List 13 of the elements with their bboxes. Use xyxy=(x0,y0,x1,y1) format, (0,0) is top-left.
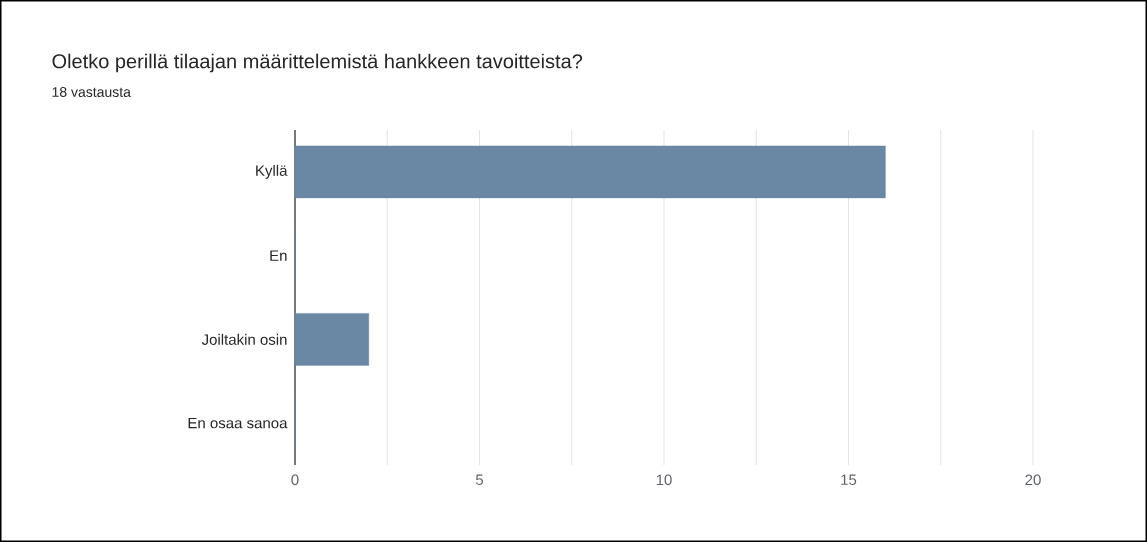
chart-title: Oletko perillä tilaajan määrittelemistä hankkeen tavoitteista? xyxy=(52,53,583,73)
x-tick-label: 20 xyxy=(1025,474,1041,486)
bar xyxy=(294,313,370,366)
y-tick-label: En osaa sanoa xyxy=(188,417,288,429)
y-tick-label: Kyllä xyxy=(256,164,288,179)
y-tick-label: Joiltakin osin xyxy=(201,333,287,345)
y-tick-label: En xyxy=(270,250,287,261)
x-tick-label: 5 xyxy=(475,474,484,485)
text: 18 vastausta xyxy=(52,87,131,97)
x-tick-label: 15 xyxy=(841,474,857,485)
x-tick-label: 10 xyxy=(656,474,672,486)
bar xyxy=(294,145,886,199)
x-tick-label: 0 xyxy=(291,474,299,486)
